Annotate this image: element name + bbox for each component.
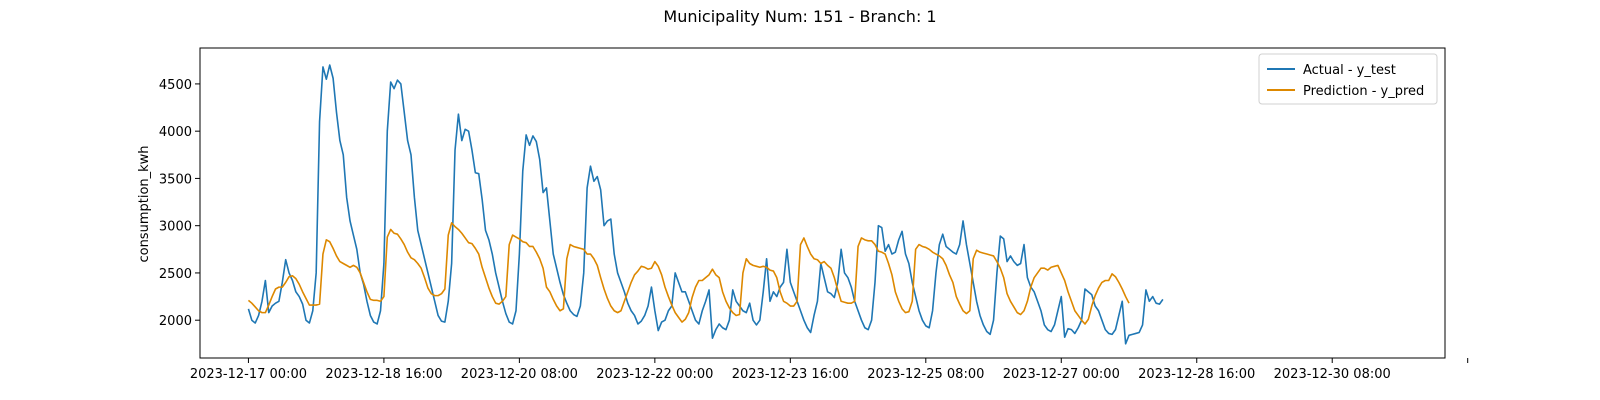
- legend: Actual - y_test Prediction - y_pred: [1258, 53, 1438, 105]
- y-tick-label: 3000: [159, 220, 192, 235]
- x-tick-label: 2023-12-23 16:00: [732, 367, 849, 382]
- x-axis-ticks: 2023-12-17 00:00 2023-12-18 16:00 2023-12-…: [190, 358, 1469, 382]
- x-tick-label: 2023-12-20 08:00: [461, 367, 578, 382]
- chart-title: Municipality Num: 151 - Branch: 1: [663, 7, 936, 26]
- x-tick-label: 2023-12-30 08:00: [1274, 367, 1391, 382]
- plot-area-frame: [199, 47, 1446, 359]
- y-axis-ticks: 2000 2500 3000 3500 4000 4500: [159, 78, 200, 329]
- y-tick-label: 2500: [159, 267, 192, 282]
- y-tick-label: 2000: [159, 314, 192, 329]
- series-line-prediction: [247, 222, 1130, 325]
- legend-entry: Prediction - y_pred: [1303, 84, 1424, 99]
- x-tick-label: 2023-12-25 08:00: [867, 367, 984, 382]
- x-tick-label: 2023-12-18 16:00: [325, 367, 442, 382]
- y-tick-label: 4500: [159, 78, 192, 93]
- legend-entry: Actual - y_test: [1303, 63, 1396, 78]
- y-tick-label: 3500: [159, 172, 192, 187]
- series-line-actual: [247, 64, 1164, 345]
- series-layer: [247, 64, 1164, 345]
- y-tick-label: 4000: [159, 125, 192, 140]
- x-tick-label: 2023-12-17 00:00: [190, 367, 307, 382]
- y-axis-label: consumption_kwh: [137, 145, 152, 262]
- legend-box: [1258, 53, 1438, 105]
- x-tick-label: 2023-12-28 16:00: [1138, 367, 1255, 382]
- x-tick-label: 2023-12-27 00:00: [1003, 367, 1120, 382]
- x-tick-label: 2023-12-22 00:00: [596, 367, 713, 382]
